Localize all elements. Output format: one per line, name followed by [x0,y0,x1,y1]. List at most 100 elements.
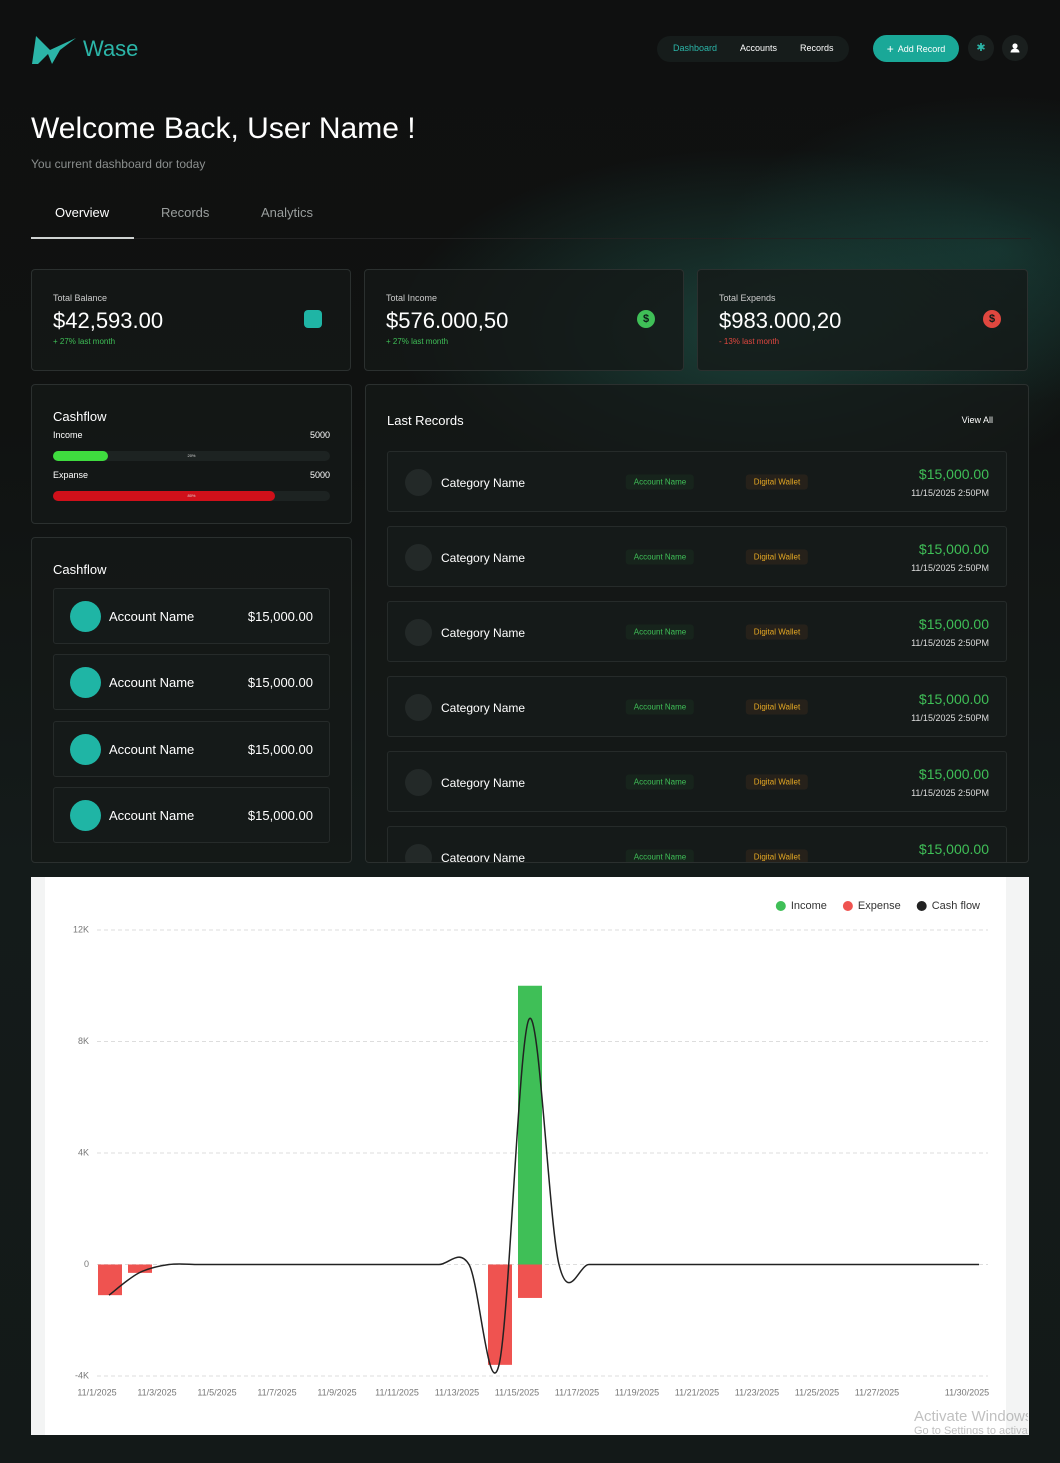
x-tick-label: 11/30/2025 [945,1387,989,1397]
record-category: Category Name [441,851,526,863]
records-title: Last Records [387,413,464,428]
record-icon [405,844,432,862]
account-avatar [70,667,101,699]
record-icon [405,769,432,796]
nav-bar [657,36,849,62]
welcome-title: Welcome Back, User Name ! [31,112,416,145]
record-row: Category Name Account Name Digital Wallet $… [387,526,1007,587]
y-tick-label: 0 [84,1259,89,1269]
bar [128,1264,152,1273]
legend-label: Cash flow [932,900,980,912]
wallet-tag: Digital Wallet [745,624,809,640]
record-icon [405,694,432,721]
cashflow-label: Income [53,430,83,440]
x-tick-label: 11/5/2025 [197,1387,236,1397]
accounts-card: Cashflow Account Name $15,000.00 Account N… [31,537,352,863]
y-tick-label: 8K [78,1036,89,1046]
stat-label: Total Expends [719,293,776,303]
record-amount: $15,000.00 [918,541,989,557]
account-row: Account Name $15,000.00 [53,786,330,843]
y-tick-label: 4K [78,1147,89,1157]
record-date: 11/15/2025 2:50PM [911,563,989,573]
account-name: Account Name [109,807,195,823]
account-name: Account Name [109,741,195,757]
legend-swatch [916,901,927,911]
wallet-tag: Digital Wallet [745,549,809,565]
account-tag: Account Name [625,774,695,790]
stat-card: Total Balance $42,593.00 + 27% last month [31,269,351,371]
cashflow-title: Cashflow [53,409,107,424]
stat-label: Total Income [386,293,438,303]
account-tag: Account Name [625,849,695,862]
record-icon [405,469,432,496]
record-amount: $15,000.00 [918,841,989,857]
cashflow-card: Cashflow Income 5000 20% Expanse 5000 80% [31,384,352,524]
tab-underline [31,237,134,239]
account-avatar [70,601,101,632]
x-tick-label: 11/3/2025 [137,1387,176,1397]
tab-divider [31,238,1031,239]
account-tag: Account Name [625,474,695,490]
stat-icon: $ [637,310,655,328]
watermark-title: Activate Windows [914,1408,1028,1425]
stat-value: $983.000,20 [719,308,842,333]
add-record-label: Add Record [897,43,946,54]
add-record-button[interactable]: + Add Record [873,35,959,62]
account-tag: Account Name [625,624,695,640]
legend-label: Expense [858,900,901,912]
record-amount: $15,000.00 [918,616,989,632]
x-tick-label: 11/23/2025 [735,1387,779,1397]
record-row: Category Name Account Name Digital Wallet $… [387,676,1007,737]
account-row: Account Name $15,000.00 [53,720,330,777]
record-date: 11/15/2025 2:50PM [911,638,989,648]
tab[interactable]: Records [161,205,210,220]
account-amount: $15,000.00 [247,741,313,757]
x-tick-label: 11/7/2025 [257,1387,296,1397]
bar [98,1264,122,1296]
record-row: Category Name Account Name Digital Wallet $… [387,451,1007,512]
progress-bar [53,451,109,461]
record-amount: $15,000.00 [918,691,989,707]
nav-link[interactable]: Records [800,43,834,53]
record-icon [405,619,432,646]
cash-flow-line [108,1017,979,1374]
account-avatar [70,799,101,831]
stat-icon [304,310,322,328]
y-tick-label: 12K [73,924,89,934]
wallet-tag: Digital Wallet [745,849,809,862]
bar [518,985,542,1265]
tab[interactable]: Analytics [261,205,314,220]
record-row: Category Name Account Name Digital Wallet $… [387,751,1007,812]
x-tick-label: 11/21/2025 [675,1387,719,1397]
legend-label: Income [791,900,827,912]
stat-change: + 27% last month [53,337,116,346]
settings-button[interactable]: ✱ [968,35,994,61]
user-button[interactable] [1002,35,1028,61]
nav-link[interactable]: Accounts [740,43,778,53]
record-category: Category Name [441,551,526,565]
progress-track: 20% [53,451,330,461]
cashflow-label: Expanse [53,470,89,480]
record-row: Category Name Account Name Digital Wallet $… [387,826,1007,863]
record-row: Category Name Account Name Digital Wallet $… [387,601,1007,662]
watermark-sub: Go to Settings to activate Windows. [914,1425,1028,1434]
y-tick-label: -4K [75,1370,89,1380]
view-all[interactable]: View All [961,415,993,425]
account-tag: Account Name [625,549,695,565]
stat-icon: $ [983,310,1001,328]
record-category: Category Name [441,476,526,490]
account-amount: $15,000.00 [247,807,313,823]
x-tick-label: 11/27/2025 [855,1387,899,1397]
tab[interactable]: Overview [55,205,110,220]
nav-link[interactable]: Dashboard [673,43,718,53]
logo [32,36,76,64]
progress-label: 80% [187,493,196,498]
progress-track: 80% [53,491,330,501]
legend-swatch [842,901,853,911]
record-amount: $15,000.00 [918,466,989,482]
watermark: Activate Windows Go to Settings to activa… [914,1408,1028,1434]
record-category: Category Name [441,701,526,715]
account-name: Account Name [109,609,195,624]
stat-card: Total Expends $983.000,20 - 13% last month… [697,269,1028,371]
